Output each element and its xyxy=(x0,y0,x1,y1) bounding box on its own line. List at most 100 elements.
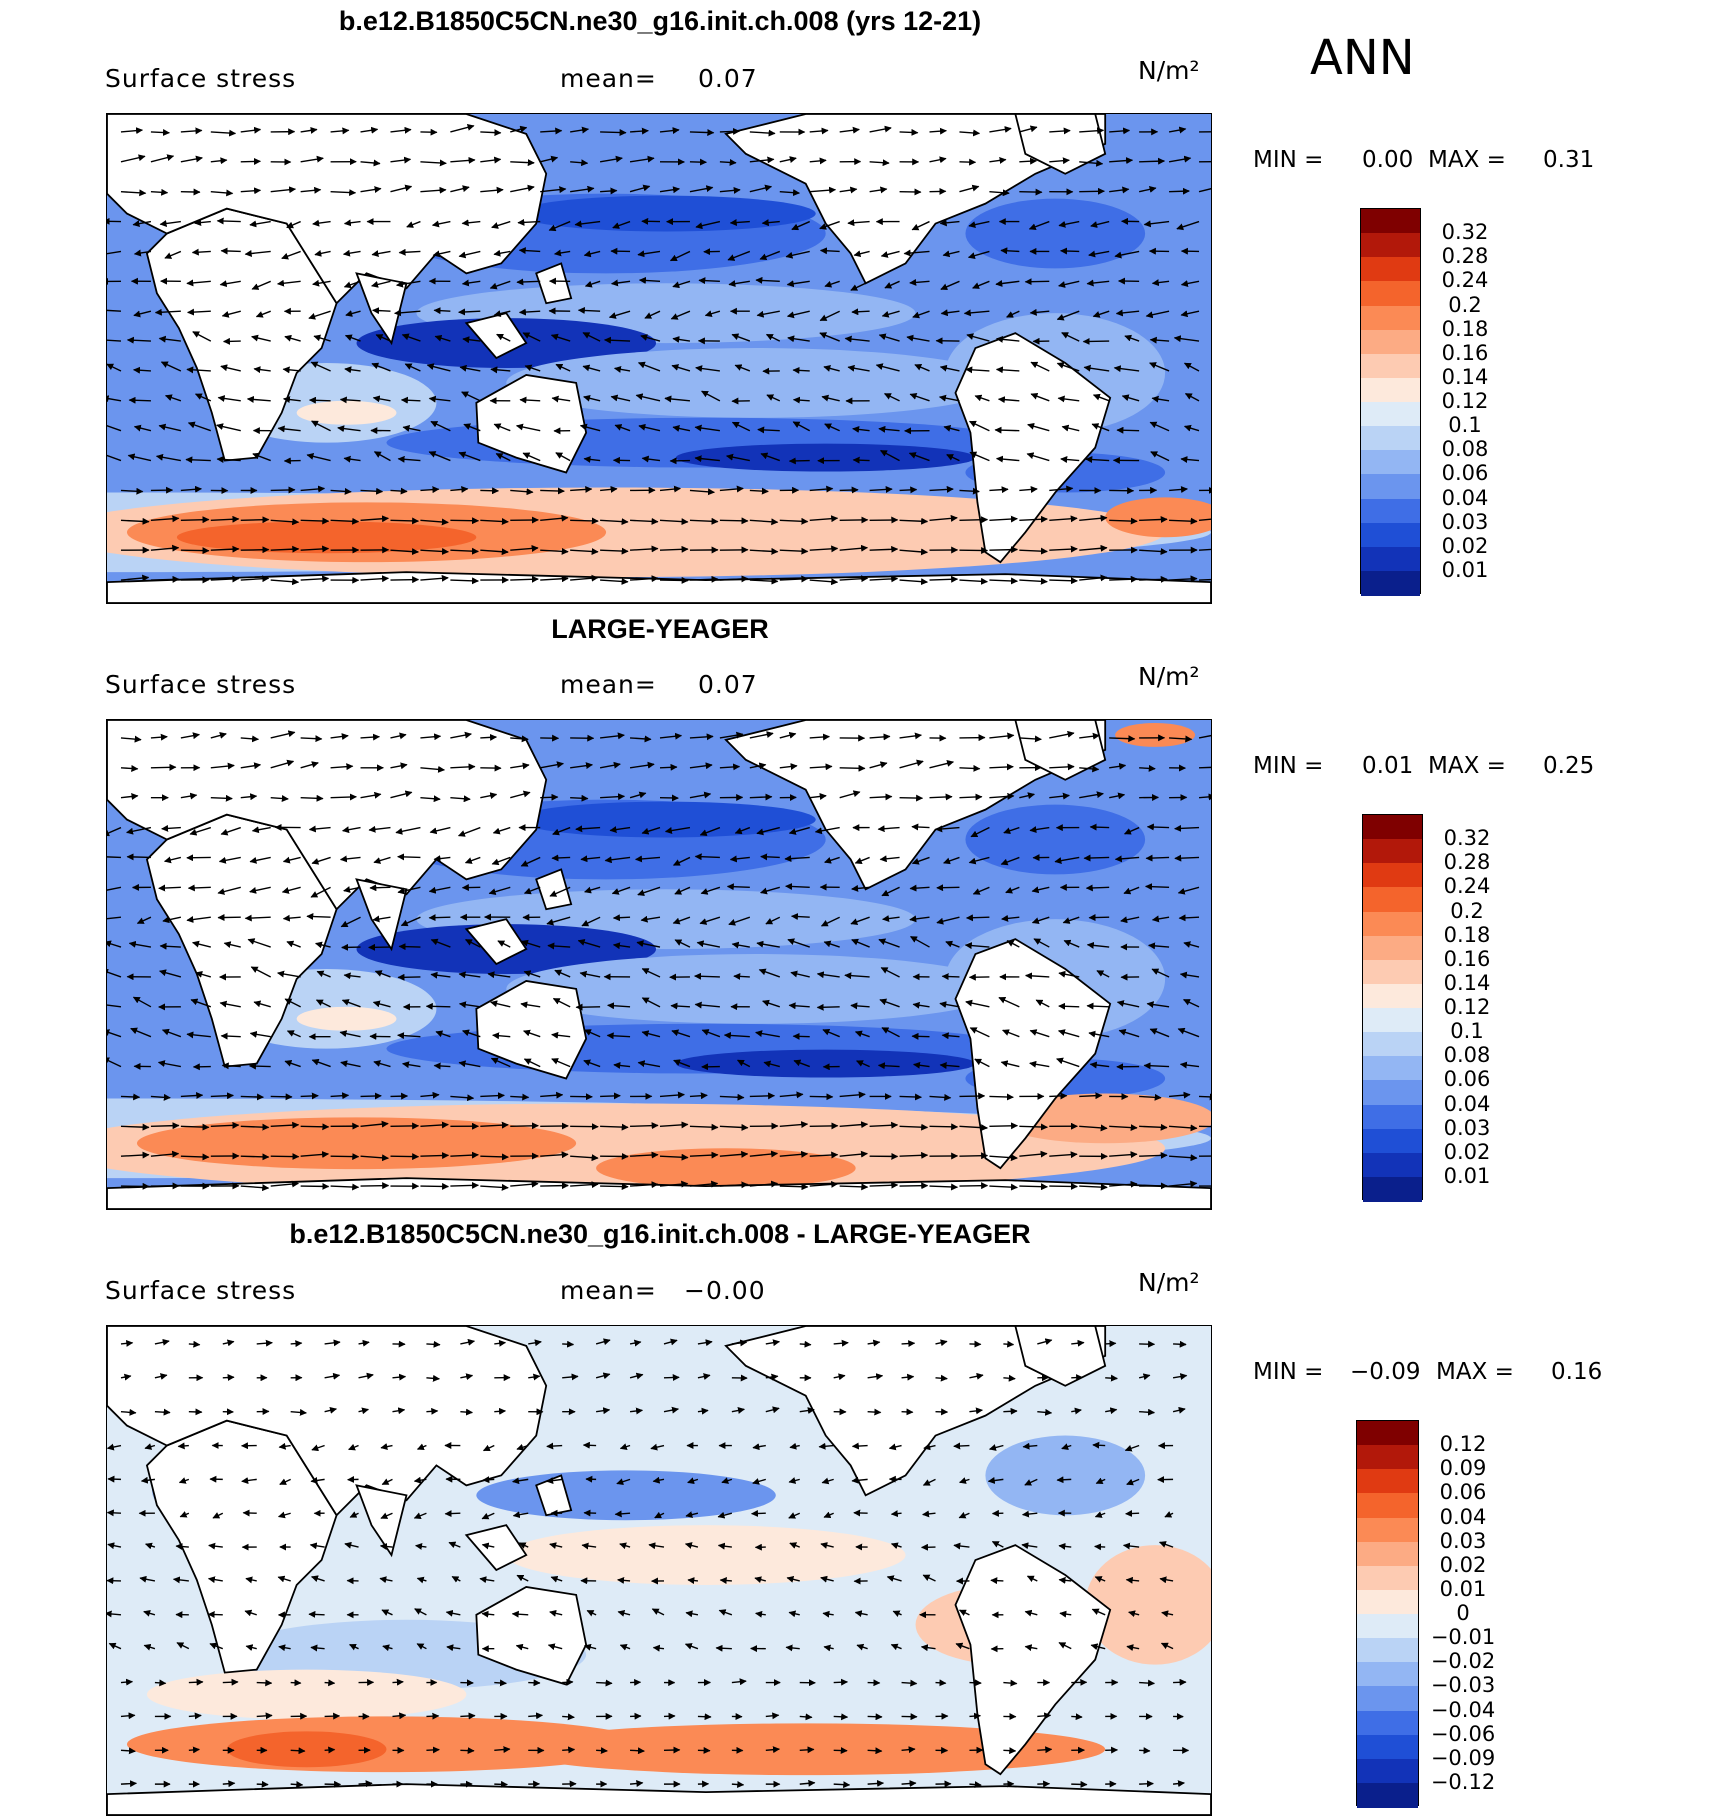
field-contour xyxy=(296,1006,397,1031)
coastline xyxy=(355,878,408,952)
stress-vector xyxy=(603,336,631,344)
stress-vector xyxy=(614,424,631,432)
stress-vector xyxy=(989,577,1018,585)
stress-vector xyxy=(869,485,893,493)
stress-vector xyxy=(968,220,990,229)
stress-vector xyxy=(107,250,122,255)
stress-vector xyxy=(518,308,541,316)
colorbar-swatch xyxy=(1363,959,1422,986)
stress-vector xyxy=(600,732,625,740)
colorbar-tick-label: 0.24 xyxy=(1443,874,1491,899)
stress-vector xyxy=(672,916,691,925)
stress-vector xyxy=(247,938,271,948)
stress-vector xyxy=(779,575,809,583)
stress-vector xyxy=(150,763,177,771)
stress-vector xyxy=(869,793,893,801)
stress-vector xyxy=(1049,485,1074,493)
stress-vector xyxy=(689,517,719,525)
stress-vector xyxy=(911,823,930,831)
stress-vector xyxy=(372,307,391,315)
stress-vector xyxy=(1085,456,1110,464)
stress-vector xyxy=(1169,187,1190,195)
stress-vector xyxy=(150,154,175,163)
stress-vector xyxy=(358,1780,373,1788)
stress-vector xyxy=(786,310,810,319)
stress-vector xyxy=(570,517,599,525)
stress-vector xyxy=(762,999,781,1008)
stress-vector xyxy=(155,453,181,462)
stress-vector xyxy=(281,250,301,260)
stress-vector xyxy=(390,184,413,193)
stress-vector xyxy=(726,883,750,891)
stress-vector xyxy=(518,247,541,255)
stress-vector xyxy=(107,339,122,342)
colorbar-swatch xyxy=(1357,1734,1418,1761)
stress-vector xyxy=(1019,1123,1048,1131)
stress-vector xyxy=(188,1340,201,1348)
colorbar-swatch xyxy=(1357,1782,1418,1808)
stress-vector xyxy=(340,1060,361,1068)
stress-vector xyxy=(308,825,331,833)
stress-vector xyxy=(495,453,511,462)
stress-vector xyxy=(1149,1028,1170,1038)
stress-vector xyxy=(300,735,323,743)
stress-vector xyxy=(397,886,421,895)
stress-vector xyxy=(816,971,840,979)
stress-vector xyxy=(492,1032,511,1040)
stress-vector xyxy=(460,1747,475,1755)
stress-vector xyxy=(1088,250,1110,258)
stress-vector xyxy=(1071,1713,1083,1721)
stress-vector xyxy=(809,186,837,194)
stress-vector xyxy=(1149,362,1170,372)
panel-title: b.e12.B1850C5CN.ne30_g16.init.ch.008 (yr… xyxy=(338,6,982,36)
stress-vector xyxy=(515,423,541,432)
stress-vector xyxy=(719,517,749,525)
stress-vector xyxy=(372,915,391,923)
stress-vector xyxy=(187,421,212,432)
stress-vector xyxy=(749,184,773,193)
stress-vector xyxy=(943,424,960,432)
colorbar-swatch xyxy=(1357,1614,1418,1640)
stress-vector xyxy=(600,485,618,493)
coastline xyxy=(954,332,1112,564)
stress-vector xyxy=(397,455,421,463)
stress-vector xyxy=(1031,886,1050,894)
stress-vector xyxy=(180,1123,210,1131)
stress-vector xyxy=(719,158,737,166)
stress-vector xyxy=(881,886,900,897)
stress-vector xyxy=(337,425,361,433)
colorbar-tick-label: 0.1 xyxy=(1450,1019,1484,1044)
colorbar-swatch xyxy=(1363,1008,1422,1034)
stress-vector xyxy=(1056,1476,1072,1484)
stress-vector xyxy=(659,763,678,771)
stress-vector xyxy=(480,129,502,137)
stress-vector xyxy=(523,1029,541,1038)
colorbar-swatch xyxy=(1357,1662,1418,1688)
stress-vector xyxy=(819,247,840,255)
colorbar-tick-label: 0.18 xyxy=(1441,316,1489,341)
colorbar-tick-label: 0.06 xyxy=(1443,1067,1491,1092)
stress-vector xyxy=(959,129,981,137)
stress-vector xyxy=(330,127,350,135)
stress-vector xyxy=(1109,735,1136,743)
stress-vector xyxy=(210,545,240,553)
stress-vector xyxy=(869,125,892,133)
stress-vector xyxy=(790,913,810,921)
stress-vector xyxy=(562,1713,575,1721)
stress-vector xyxy=(450,185,470,193)
stress-vector xyxy=(1079,159,1104,167)
stress-vector xyxy=(998,996,1020,1008)
stress-vector xyxy=(510,488,534,496)
stress-vector xyxy=(120,764,139,772)
stress-vector xyxy=(878,425,900,433)
stress-vector xyxy=(959,516,989,524)
stress-vector xyxy=(540,127,563,135)
stress-vector xyxy=(1049,515,1078,523)
stress-vector xyxy=(938,394,960,402)
stress-vector xyxy=(833,1678,849,1686)
stress-vector xyxy=(1145,854,1170,862)
stress-vector xyxy=(929,127,947,135)
stress-vector xyxy=(839,790,861,799)
stress-vector xyxy=(190,998,212,1008)
stress-vector xyxy=(390,156,412,164)
